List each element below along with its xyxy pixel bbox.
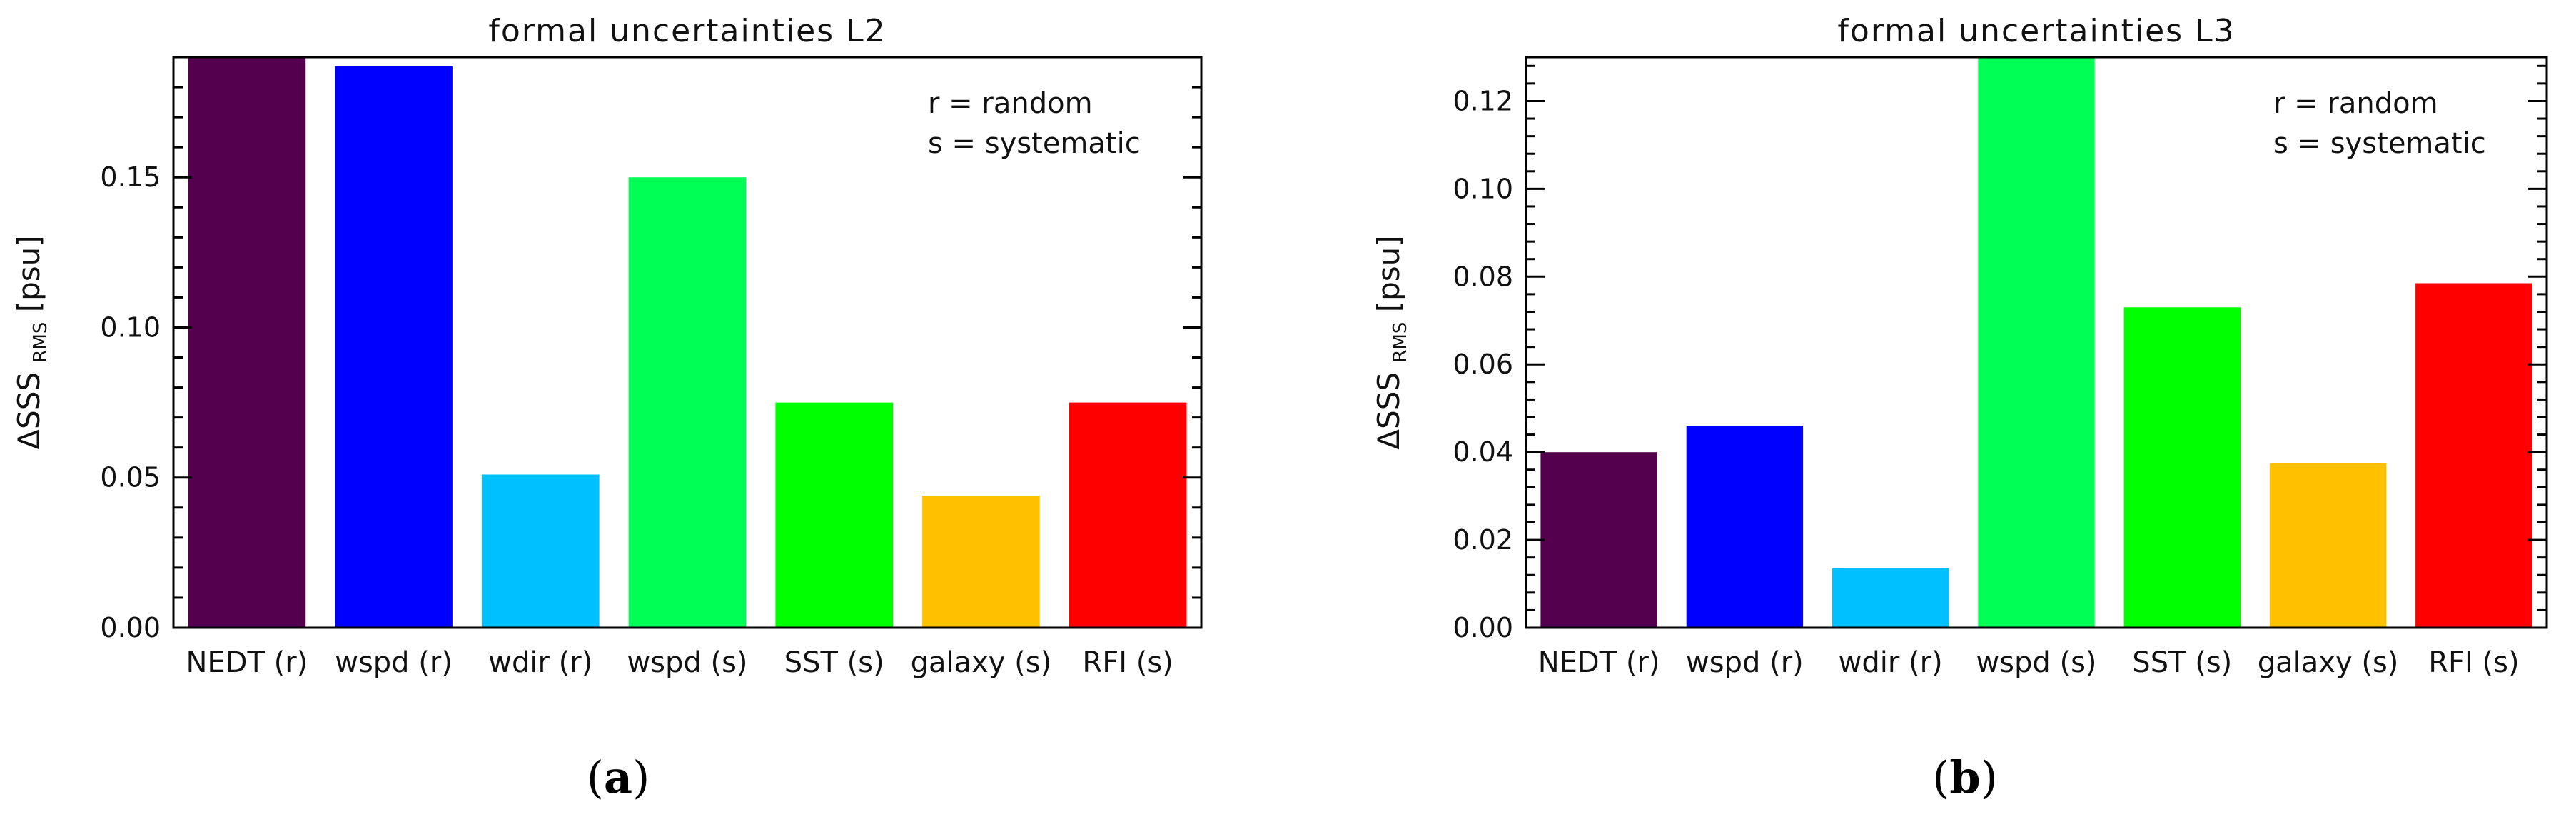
x-tick-label: NEDT (r) — [1538, 646, 1660, 679]
bar-2[interactable] — [1686, 426, 1804, 628]
y-axis-label-subscript: RMS — [30, 322, 51, 363]
y-tick-label: 0.12 — [1453, 85, 1513, 116]
bar-1[interactable] — [188, 57, 306, 628]
y-tick-label: 0.15 — [100, 161, 161, 193]
bar-7[interactable] — [1069, 402, 1187, 628]
y-tick-label: 0.00 — [1453, 612, 1513, 643]
y-axis-label-unit: [psu] — [11, 235, 46, 321]
panel-label-paren: ( — [587, 751, 604, 803]
bar-2[interactable] — [335, 66, 453, 628]
x-tick-label: wspd (s) — [627, 646, 747, 679]
y-tick-label: 0.02 — [1453, 524, 1513, 556]
y-tick-label: 0.10 — [1453, 173, 1513, 204]
y-axis-label-unit: [psu] — [1371, 235, 1406, 321]
chart-title: formal uncertainties L3 — [1837, 13, 2235, 49]
x-tick-label: wspd (s) — [1976, 646, 2096, 679]
x-tick-label: NEDT (r) — [186, 646, 308, 679]
bar-7[interactable] — [2415, 283, 2532, 628]
x-tick-label: galaxy (s) — [911, 646, 1052, 679]
x-tick-label: wdir (r) — [1839, 646, 1943, 679]
bar-3[interactable] — [482, 474, 600, 628]
y-axis-label-main: ΔSSS — [1371, 363, 1406, 450]
y-tick-label: 0.10 — [100, 311, 161, 343]
panel-label: (b) — [1932, 751, 1998, 803]
x-tick-label: wspd (r) — [1686, 646, 1804, 679]
bar-5[interactable] — [2123, 307, 2241, 628]
chart-panel-b: NEDT (r) wspd (r) wdir (r) wspd (s) SST (s) g… — [1371, 13, 2548, 803]
legend-entry: r = random — [928, 87, 1093, 120]
y-tick-label: 0.04 — [1453, 436, 1513, 468]
panel-label-paren: ( — [1932, 751, 1949, 803]
y-axis-label: ΔSSS RMS [psu] — [1371, 235, 1411, 449]
y-tick-label: 0.06 — [1453, 349, 1513, 380]
bar-6[interactable] — [2269, 463, 2387, 628]
chart-panel-a: NEDT (r) wspd (r) wdir (r) wspd (s) SST (s) g… — [11, 13, 1203, 803]
x-tick-label: RFI (s) — [2428, 646, 2519, 679]
panel-label-paren: ) — [1981, 751, 1998, 803]
bar-1[interactable] — [1540, 452, 1657, 628]
y-axis-label: ΔSSS RMS [psu] — [11, 235, 51, 449]
plot-frame — [1525, 56, 2548, 629]
bar-5[interactable] — [775, 402, 893, 628]
chart-title: formal uncertainties L2 — [488, 13, 886, 49]
panel-label: (a) — [587, 751, 650, 803]
y-axis-label-subscript: RMS — [1390, 322, 1411, 363]
x-tick-label: wdir (r) — [488, 646, 592, 679]
x-tick-label: galaxy (s) — [2258, 646, 2399, 679]
legend-entry: s = systematic — [2273, 127, 2486, 160]
panel-label-letter: a — [604, 751, 632, 803]
x-tick-label: SST (s) — [784, 646, 884, 679]
bar-4[interactable] — [1978, 57, 2095, 628]
y-axis-label-main: ΔSSS — [11, 363, 46, 450]
x-tick-label: wspd (r) — [335, 646, 453, 679]
bar-3[interactable] — [1832, 568, 1949, 628]
bar-4[interactable] — [628, 177, 747, 628]
x-tick-label: SST (s) — [2132, 646, 2232, 679]
x-tick-label: RFI (s) — [1082, 646, 1173, 679]
legend-entry: s = systematic — [928, 127, 1141, 160]
y-tick-label: 0.00 — [100, 612, 161, 643]
y-tick-label: 0.05 — [100, 462, 161, 493]
legend-entry: r = random — [2273, 87, 2438, 120]
panel-label-paren: ) — [632, 751, 650, 803]
plot-frame — [172, 56, 1203, 629]
bar-6[interactable] — [922, 496, 1040, 628]
panel-label-letter: b — [1949, 751, 1980, 803]
y-tick-label: 0.08 — [1453, 261, 1513, 292]
